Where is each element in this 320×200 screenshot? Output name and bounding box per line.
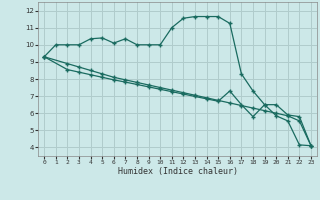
X-axis label: Humidex (Indice chaleur): Humidex (Indice chaleur) [118,167,238,176]
